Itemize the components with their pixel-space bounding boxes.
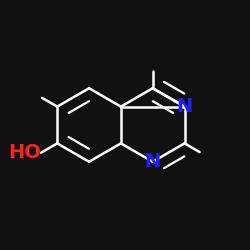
Text: N: N: [144, 152, 161, 171]
Text: N: N: [176, 97, 193, 116]
Text: HO: HO: [8, 143, 41, 162]
